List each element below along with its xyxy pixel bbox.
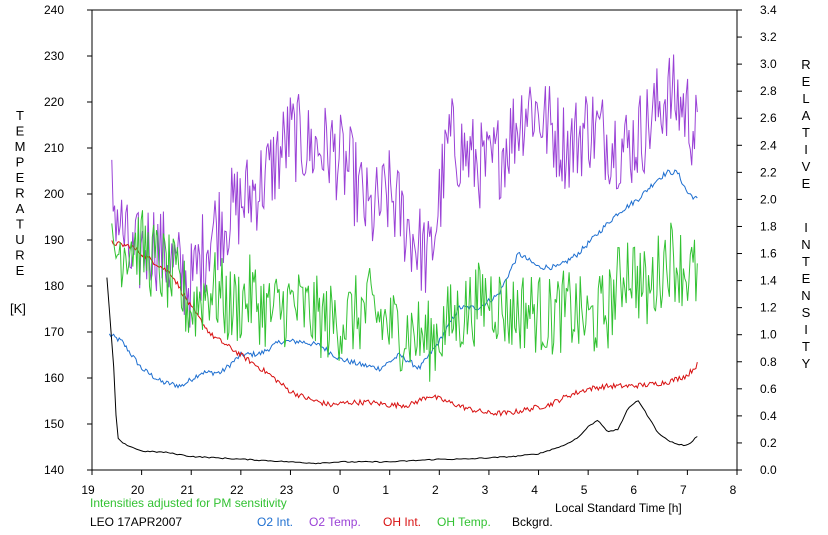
x-tick-label: 5 [581,483,588,497]
series-layer [106,54,698,465]
left-axis-unit: [K] [10,301,26,316]
right-tick-label: 0.0 [760,463,777,477]
left-tick-label: 140 [44,463,64,477]
x-tick-label: 7 [680,483,687,497]
legend-entry: O2 Int. [257,515,293,529]
right-tick-label: 0.4 [760,409,777,423]
right-tick-label: 3.2 [760,30,777,44]
station-label: LEO 17APR2007 [90,515,182,529]
x-tick-label: 0 [333,483,340,497]
right-tick-label: 2.6 [760,111,777,125]
x-axis-label: Local Standard Time [h] [555,501,682,515]
x-tick-label: 19 [81,483,95,497]
left-tick-label: 160 [44,371,64,385]
right-tick-label: 1.8 [760,219,777,233]
right-axis-ticks: 0.0 0.2 0.4 0.6 0.8 1.0 1.2 1.4 1.6 1.8 2.0 2.2 2.4 2… [737,3,777,477]
left-tick-label: 190 [44,233,64,247]
right-tick-label: 1.0 [760,328,777,342]
left-tick-label: 200 [44,187,64,201]
legend-entry: O2 Temp. [309,515,361,529]
left-tick-label: 180 [44,279,64,293]
x-tick-label: 3 [482,483,489,497]
legend-entry: OH Int. [383,515,421,529]
right-tick-label: 2.8 [760,84,777,98]
x-tick-label: 4 [531,483,538,497]
plot-frame [91,9,738,471]
left-tick-label: 240 [44,3,64,17]
x-tick-label: 8 [730,483,737,497]
x-tick-label: 20 [131,483,145,497]
x-tick-label: 23 [280,483,294,497]
legend-entry: Bckgrd. [512,515,553,529]
left-tick-label: 150 [44,417,64,431]
right-tick-label: 2.4 [760,138,777,152]
left-tick-label: 220 [44,95,64,109]
series-o2-temp [111,54,698,328]
right-tick-label: 3.4 [760,3,777,17]
right-tick-label: 0.8 [760,355,777,369]
right-tick-label: 0.6 [760,382,777,396]
series-oh-int [111,240,698,417]
series-oh-temp [111,210,698,382]
right-tick-label: 0.2 [760,436,777,450]
left-axis-ticks: 140 150 160 170 180 190 200 210 220 230 240 [44,3,92,477]
x-tick-label: 22 [230,483,244,497]
x-tick-label: 21 [181,483,195,497]
x-tick-label: 2 [432,483,439,497]
legend: O2 Int. O2 Temp. OH Int. OH Temp. Bckgrd. [257,515,553,529]
right-tick-label: 1.6 [760,247,777,261]
left-tick-label: 210 [44,141,64,155]
left-tick-label: 170 [44,325,64,339]
legend-entry: OH Temp. [437,515,491,529]
right-tick-label: 2.2 [760,165,777,179]
left-tick-label: 230 [44,49,64,63]
x-axis-ticks: 19 20 21 22 23 0 1 2 3 4 5 6 7 8 [81,470,738,497]
x-tick-label: 1 [382,483,389,497]
right-tick-label: 1.2 [760,301,777,315]
x-tick-label: 6 [630,483,637,497]
adjustment-note: Intensities adjusted for PM sensitivity [90,496,287,510]
right-tick-label: 2.0 [760,192,777,206]
series-bckgrd [106,277,698,465]
right-tick-label: 1.4 [760,274,777,288]
right-tick-label: 3.0 [760,57,777,71]
